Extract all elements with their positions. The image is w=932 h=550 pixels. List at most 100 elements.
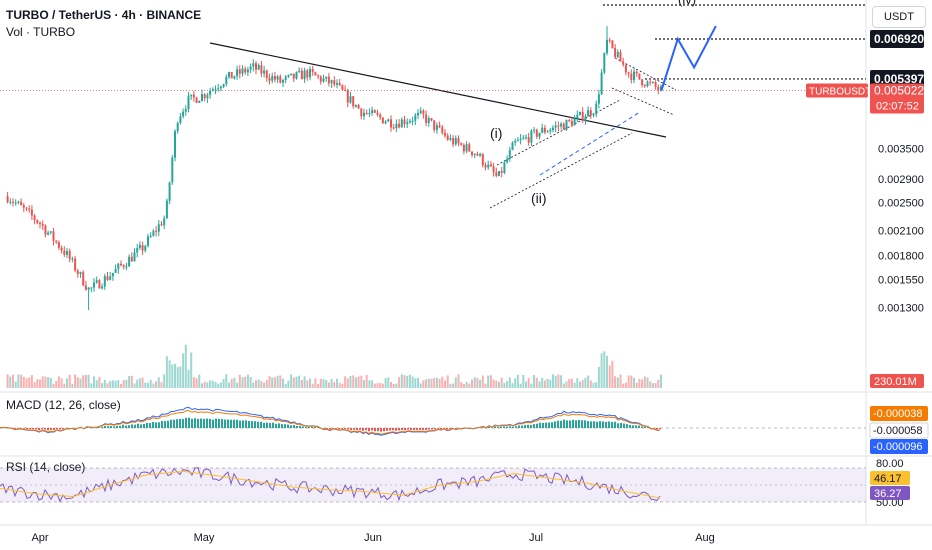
candle-body	[352, 96, 355, 107]
macd-histogram-bar	[266, 422, 268, 428]
macd-histogram-bar	[14, 428, 16, 429]
volume-bar	[476, 377, 479, 388]
candle-body	[592, 114, 595, 116]
macd-histogram-bar	[401, 428, 403, 430]
candle-body	[573, 118, 576, 126]
macd-badge: -0.000096	[873, 441, 923, 453]
candle-body	[295, 72, 298, 79]
volume-bar	[549, 379, 552, 388]
price-tick-label: 0.001300	[878, 303, 924, 315]
candle-body	[103, 276, 106, 287]
candle-body	[222, 84, 225, 87]
macd-histogram-bar	[188, 417, 190, 428]
macd-histogram-bar	[371, 428, 373, 431]
volume-bar	[368, 380, 371, 388]
volume-label: Vol · TURBO	[6, 25, 76, 39]
macd-histogram-bar	[257, 421, 259, 428]
candle-body	[147, 236, 149, 246]
volume-bar	[538, 381, 541, 388]
macd-histogram-bar	[350, 428, 352, 431]
macd-histogram-bar	[437, 428, 439, 429]
volume-bar	[84, 374, 87, 388]
channel-midline	[539, 111, 641, 176]
macd-histogram-bar	[281, 424, 283, 428]
currency-button[interactable]: USDT	[872, 6, 926, 28]
volume-bar	[349, 375, 352, 388]
candle-body	[581, 111, 584, 121]
volume-bar	[452, 383, 455, 388]
volume-bar	[241, 377, 244, 388]
volume-bar	[357, 376, 360, 388]
macd-histogram-bar	[194, 418, 196, 428]
candle-body	[622, 61, 625, 65]
volume-bar	[576, 378, 579, 388]
volume-bar	[597, 367, 600, 388]
volume-bar	[47, 377, 50, 388]
macd-histogram-bar	[173, 419, 175, 428]
macd-histogram-bar	[125, 425, 127, 428]
candle-body	[209, 90, 212, 95]
macd-histogram-bar	[122, 424, 124, 428]
volume-bar	[354, 377, 357, 388]
candle-body	[52, 231, 55, 241]
macd-histogram-bar	[329, 428, 331, 430]
candle-body	[438, 125, 441, 128]
candle-body	[44, 225, 47, 235]
macd-histogram-bar	[407, 428, 409, 430]
macd-histogram-bar	[434, 428, 436, 430]
candle-body	[606, 39, 608, 54]
macd-histogram-bar	[563, 419, 565, 428]
macd-histogram-bar	[347, 428, 349, 430]
macd-histogram-bar	[632, 425, 634, 428]
candle-body	[9, 201, 12, 203]
candle-body	[279, 76, 282, 83]
volume-bar	[20, 374, 23, 388]
volume-badge-bg	[870, 374, 924, 388]
macd-histogram-bar	[557, 420, 559, 428]
price-label-highlight	[870, 30, 924, 48]
volume-bar	[376, 383, 379, 388]
volume-bar	[276, 375, 279, 388]
volume-bar	[643, 376, 646, 388]
candle-body	[28, 208, 31, 210]
volume-bar	[260, 381, 263, 388]
time-axis-label: Apr	[31, 532, 48, 544]
volume-bar	[408, 374, 411, 388]
candle-body	[568, 119, 571, 121]
macd-histogram-bar	[440, 428, 442, 429]
candle-body	[543, 127, 546, 133]
candle-body	[417, 112, 419, 116]
candle-body	[503, 162, 506, 173]
candle-body	[325, 76, 328, 79]
macd-histogram-bar	[293, 424, 295, 428]
macd-histogram-bar	[500, 426, 502, 428]
macd-histogram-bar	[98, 427, 100, 428]
volume-bar	[325, 380, 328, 388]
candle-body	[398, 123, 401, 128]
volume-bar	[395, 383, 398, 388]
candle-body	[130, 256, 133, 262]
volume-bar	[554, 375, 557, 388]
volume-bar	[87, 374, 90, 388]
macd-histogram-bar	[560, 420, 562, 428]
volume-bar	[568, 378, 571, 388]
volume-bar	[106, 383, 109, 388]
rsi-ma-badge: 46.17	[874, 473, 902, 485]
volume-bar	[392, 383, 395, 388]
volume-bar	[503, 383, 506, 388]
macd-histogram-bar	[617, 423, 619, 428]
candle-body	[587, 110, 590, 117]
macd-histogram-bar	[605, 421, 607, 428]
volume-bar	[66, 378, 68, 388]
candle-body	[57, 242, 60, 248]
macd-histogram-bar	[263, 422, 265, 428]
candle-body	[557, 125, 560, 127]
candle-body	[55, 240, 58, 243]
macd-histogram-bar	[254, 421, 256, 428]
candle-body	[338, 82, 341, 86]
candle-body	[252, 63, 255, 67]
volume-bar	[130, 375, 133, 388]
macd-histogram-bar	[572, 419, 574, 428]
projection-path	[660, 25, 717, 91]
